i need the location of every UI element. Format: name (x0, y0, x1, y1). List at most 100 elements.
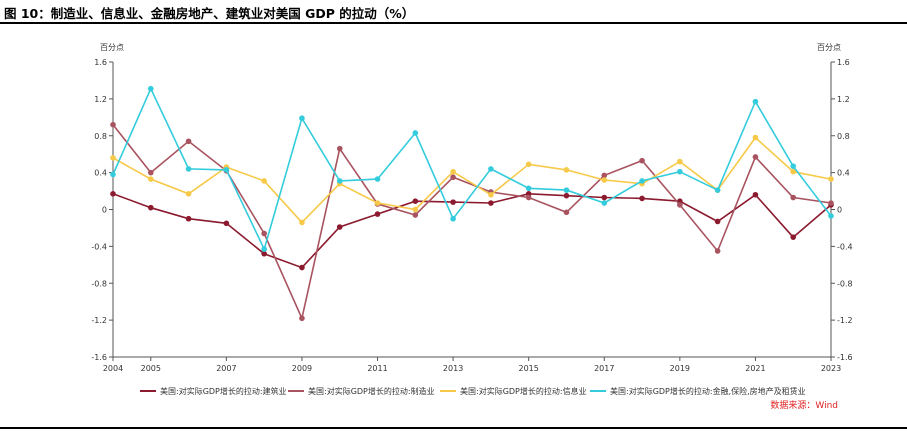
data-point-construction (752, 191, 759, 198)
figure-title-bar: 图 10：制造业、信息业、金融房地产、建筑业对美国 GDP 的拉动（%） (0, 0, 907, 22)
right-y-tick-label: -1.6 (837, 353, 853, 362)
x-tick-label: 2017 (594, 364, 614, 373)
legend-label-information: 美国:对实际GDP增长的拉动:信息业 (460, 386, 587, 396)
data-point-construction (336, 224, 343, 230)
data-point-construction (790, 234, 797, 240)
x-tick-label: 2009 (292, 364, 312, 373)
data-point-manufacturing (450, 174, 456, 181)
data-point-finance (790, 163, 797, 169)
data-point-information (374, 200, 381, 206)
data-point-finance (563, 187, 570, 193)
right-y-tick-label: -0.4 (837, 242, 853, 251)
data-point-finance (147, 85, 154, 92)
data-point-construction (185, 215, 192, 222)
legend-label-construction: 美国:对实际GDP增长的拉动:建筑业 (160, 386, 287, 396)
data-point-information (563, 167, 570, 173)
data-point-construction (488, 200, 494, 206)
data-point-manufacturing (790, 194, 797, 201)
data-point-manufacturing (714, 248, 721, 254)
data-point-finance (299, 115, 305, 122)
data-point-finance (752, 98, 759, 105)
title-rule (0, 22, 907, 24)
x-tick-label: 2004 (103, 364, 123, 373)
legend-label-manufacturing: 美国:对实际GDP增长的拉动:制造业 (308, 386, 435, 396)
x-tick-label: 2015 (519, 364, 539, 373)
data-point-finance (677, 168, 683, 175)
x-tick-label: 2011 (367, 364, 387, 373)
data-point-finance (450, 215, 456, 222)
left-y-tick-label: -0.4 (91, 242, 107, 251)
legend: 美国:对实际GDP增长的拉动:建筑业 美国:对实际GDP增长的拉动:制造业 美国:对… (140, 386, 806, 396)
data-point-manufacturing (336, 145, 343, 152)
data-point-manufacturing (601, 172, 608, 179)
data-point-finance (639, 178, 645, 184)
data-point-information (147, 176, 154, 182)
data-point-information (488, 191, 494, 198)
x-tick-label: 2013 (443, 364, 463, 373)
data-point-finance (525, 185, 532, 192)
data-point-construction (563, 192, 570, 199)
right-y-tick-label: 0.4 (837, 169, 850, 178)
left-y-tick-label: 1.2 (94, 95, 107, 104)
data-point-finance (110, 171, 116, 178)
data-point-finance (261, 246, 267, 252)
data-point-construction (110, 191, 116, 197)
left-y-tick-label: 0 (102, 206, 107, 215)
data-point-information (790, 168, 797, 175)
left-y-tick-label: -1.6 (91, 353, 107, 362)
data-point-finance (223, 167, 230, 173)
data-point-construction (412, 198, 419, 205)
data-point-information (450, 168, 456, 175)
legend-label-finance: 美国:对实际GDP增长的拉动:金融,保险,房地产及租赁业 (610, 386, 806, 396)
series-line-construction (112, 192, 832, 269)
data-point-information (752, 134, 759, 141)
data-point-information (299, 219, 305, 226)
data-point-information (525, 161, 532, 168)
data-point-finance (412, 130, 419, 136)
right-y-tick-label: 1.6 (837, 58, 850, 67)
right-y-tick-label: 0.8 (837, 132, 850, 141)
data-point-information (185, 191, 192, 197)
data-point-finance (601, 200, 608, 206)
right-y-tick-label: -0.8 (837, 279, 853, 288)
data-point-manufacturing (147, 169, 154, 176)
left-y-tick-label: 0.8 (94, 132, 107, 141)
x-tick-label: 2021 (745, 364, 765, 373)
data-point-construction (714, 218, 721, 225)
data-point-manufacturing (299, 315, 305, 322)
data-point-manufacturing (639, 157, 645, 164)
x-tick-label: 2007 (216, 364, 236, 373)
left-y-tick-label: -1.2 (91, 316, 107, 325)
left-y-tick-label: 0.4 (94, 169, 107, 178)
data-point-construction (147, 204, 154, 211)
data-point-information (828, 176, 834, 182)
data-point-manufacturing (110, 121, 116, 128)
data-point-construction (299, 264, 305, 271)
data-point-construction (261, 250, 267, 257)
figure-title: 图 10：制造业、信息业、金融房地产、建筑业对美国 GDP 的拉动（%） (4, 6, 415, 21)
left-y-tick-label: 1.6 (94, 58, 107, 67)
data-point-finance (336, 178, 343, 184)
bottom-rule (0, 427, 907, 429)
data-point-construction (601, 194, 608, 201)
data-point-manufacturing (752, 154, 759, 160)
data-point-finance (374, 176, 381, 182)
data-point-information (601, 177, 608, 183)
series-line-manufacturing (112, 124, 832, 321)
x-tick-label: 2005 (141, 364, 161, 373)
data-point-information (412, 206, 419, 213)
axes: 1.6 1.6 1.2 1.2 0.8 0.8 0.4 0.4 0 0 -0.4 -0.4 -0.8 -0… (91, 58, 852, 373)
data-point-information (677, 158, 683, 165)
data-point-information (261, 178, 267, 184)
data-point-construction (223, 220, 230, 227)
data-point-construction (450, 199, 456, 205)
data-point-manufacturing (412, 212, 419, 218)
series-layer (110, 85, 834, 322)
data-point-construction (374, 211, 381, 217)
series-line-information (112, 136, 832, 224)
data-point-finance (714, 187, 721, 193)
data-point-manufacturing (563, 209, 570, 216)
right-axis-unit: 百分点 (817, 43, 841, 52)
